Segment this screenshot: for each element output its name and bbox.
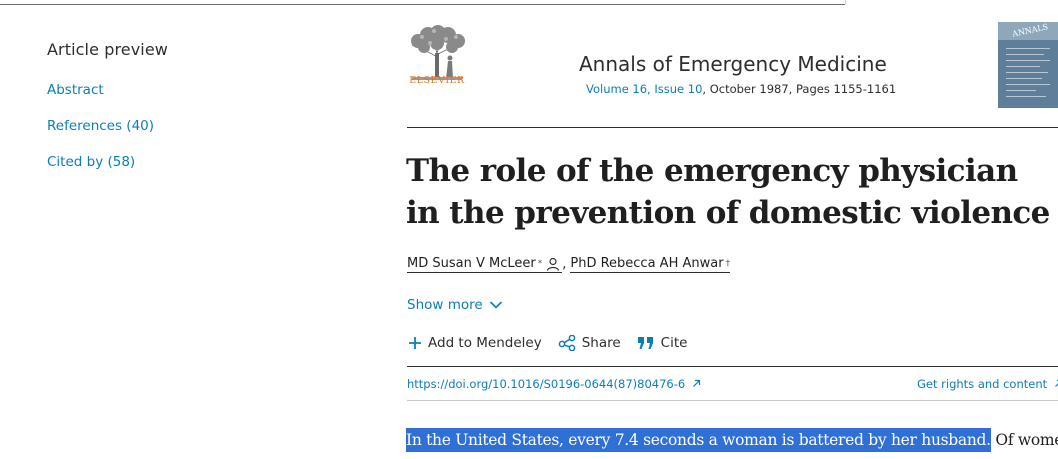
sidebar-link-references[interactable]: References (40) bbox=[47, 118, 155, 134]
external-link-icon bbox=[1054, 379, 1058, 387]
external-link-icon bbox=[692, 379, 700, 387]
cover-line bbox=[1006, 72, 1048, 73]
doi-text: https://doi.org/10.1016/S0196-0644(87)80… bbox=[407, 377, 686, 391]
cover-line bbox=[1006, 84, 1050, 85]
selected-text: In the United States, every 7.4 seconds … bbox=[406, 428, 991, 452]
journal-cover-thumbnail[interactable]: ANNALS bbox=[998, 22, 1058, 108]
article-actions: Add to Mendeley Share Cite bbox=[408, 335, 703, 351]
plus-icon bbox=[409, 337, 421, 349]
elsevier-tree-logo[interactable] bbox=[406, 20, 468, 90]
cover-line bbox=[1006, 54, 1044, 55]
sidebar-title: Article preview bbox=[47, 40, 168, 59]
cover-line bbox=[1006, 66, 1040, 67]
person-icon bbox=[547, 257, 560, 271]
cover-line bbox=[1006, 90, 1036, 91]
chevron-down-icon bbox=[489, 301, 502, 309]
share-button[interactable]: Share bbox=[558, 335, 621, 351]
cover-line bbox=[1006, 78, 1042, 79]
show-more-button[interactable]: Show more bbox=[407, 297, 503, 313]
mendeley-label: Add to Mendeley bbox=[428, 335, 542, 351]
top-divider-tick bbox=[845, 0, 846, 4]
doi-divider bbox=[407, 400, 1058, 401]
article-title: The role of the emergency physician in t… bbox=[406, 153, 1050, 231]
author-mark: † bbox=[725, 258, 731, 269]
publisher-wordmark: ELSEVIER bbox=[409, 75, 465, 86]
author-separator: , bbox=[562, 257, 567, 272]
cover-line bbox=[1006, 60, 1050, 61]
journal-issue-info: Volume 16, Issue 10, October 1987, Pages… bbox=[586, 82, 896, 96]
rights-link[interactable]: Get rights and content bbox=[917, 377, 1058, 391]
quote-icon bbox=[637, 337, 653, 349]
author-name: MD Susan V McLeer bbox=[407, 256, 536, 271]
actions-divider bbox=[407, 366, 1058, 367]
abstract-paragraph: In the United States, every 7.4 seconds … bbox=[406, 428, 1058, 452]
rights-text: Get rights and content bbox=[917, 377, 1048, 391]
add-to-mendeley-button[interactable]: Add to Mendeley bbox=[408, 335, 542, 351]
sidebar-link-abstract[interactable]: Abstract bbox=[47, 82, 104, 98]
doi-link[interactable]: https://doi.org/10.1016/S0196-0644(87)80… bbox=[407, 377, 701, 391]
show-more-label: Show more bbox=[407, 297, 483, 313]
article-sidebar: Article preview Abstract References (40)… bbox=[47, 40, 347, 189]
author-link[interactable]: PhD Rebecca AH Anwar † bbox=[570, 256, 731, 273]
author-mark: * bbox=[537, 258, 543, 269]
volume-issue-link[interactable]: Volume 16, Issue 10 bbox=[586, 82, 703, 96]
date-pages: , October 1987, Pages 1155-1161 bbox=[702, 82, 897, 96]
cover-line bbox=[1006, 48, 1050, 49]
cover-band bbox=[998, 22, 1058, 40]
cite-label: Cite bbox=[660, 335, 688, 351]
share-label: Share bbox=[581, 335, 621, 351]
top-divider bbox=[0, 4, 845, 5]
share-icon bbox=[558, 335, 576, 351]
journal-title[interactable]: Annals of Emergency Medicine bbox=[579, 52, 887, 76]
sidebar-link-cited-by[interactable]: Cited by (58) bbox=[47, 154, 136, 170]
author-link[interactable]: MD Susan V McLeer * bbox=[407, 256, 563, 273]
abstract-continuation: Of women bbox=[995, 431, 1058, 449]
author-list: MD Susan V McLeer * , PhD Rebecca AH Anw… bbox=[407, 256, 731, 273]
cite-button[interactable]: Cite bbox=[637, 335, 688, 351]
header-divider bbox=[407, 127, 1058, 128]
author-name: PhD Rebecca AH Anwar bbox=[570, 256, 724, 271]
cover-line bbox=[1006, 96, 1046, 97]
